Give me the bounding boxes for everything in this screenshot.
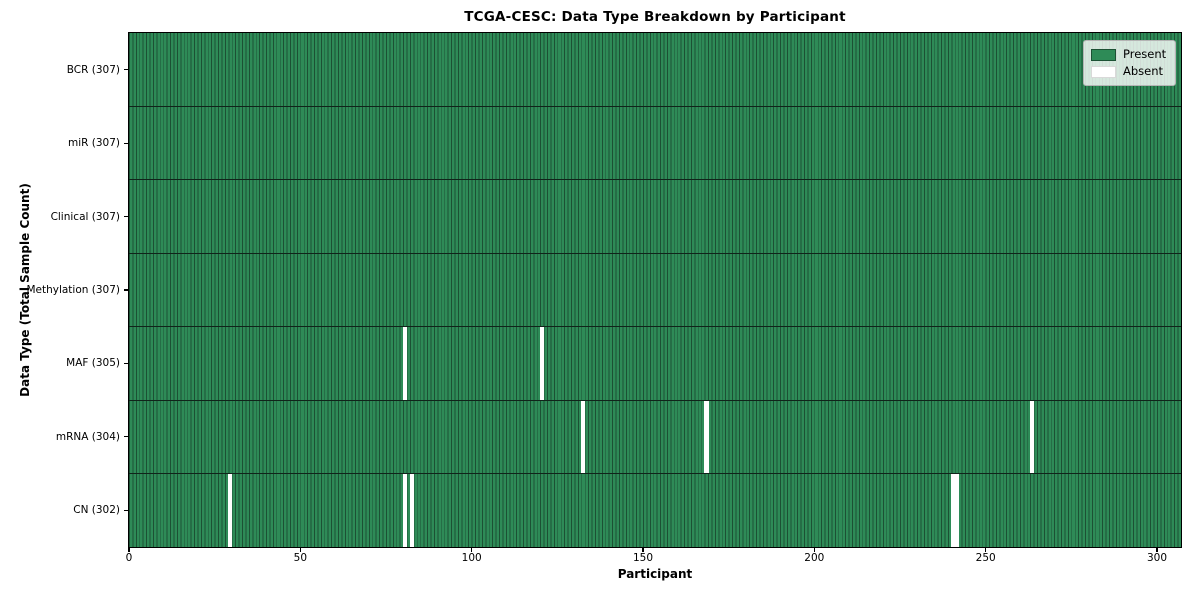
xtick-mark: [471, 547, 473, 552]
plot-area: [128, 32, 1182, 548]
absent-cell-CN-82: [409, 473, 414, 547]
ytick-label-Methylation: Methylation (307): [26, 284, 120, 296]
xtick-label-100: 100: [461, 552, 482, 564]
absent-cell-MAF-80: [402, 326, 407, 401]
ytick-mark: [124, 215, 129, 218]
xtick-mark: [813, 547, 815, 552]
absent-swatch: [1091, 65, 1116, 78]
xtick-mark: [128, 547, 130, 552]
ytick-mark: [124, 289, 129, 291]
ytick-label-Clinical: Clinical (307): [50, 210, 120, 223]
xtick-label-150: 150: [632, 552, 654, 564]
present-swatch: [1091, 48, 1116, 61]
legend-label-present: Present: [1123, 47, 1167, 61]
chart-title: TCGA-CESC: Data Type Breakdown by Partic…: [464, 9, 846, 25]
ytick-label-MAF: MAF (305): [66, 357, 120, 370]
xtick-label-50: 50: [293, 552, 308, 564]
xtick-label-250: 250: [975, 552, 996, 564]
row-separator: [129, 472, 1181, 475]
xtick-mark: [642, 547, 644, 552]
row-separator: [129, 399, 1181, 401]
ytick-mark: [124, 509, 129, 511]
plot-border: [128, 32, 1182, 548]
legend-entry-present: Present: [1091, 46, 1168, 63]
legend-label-absent: Absent: [1123, 64, 1164, 78]
ytick-label-miR: miR (307): [67, 137, 120, 150]
absent-cell-mRNA-263: [1029, 400, 1035, 474]
ytick-label-CN: CN (302): [73, 504, 120, 517]
absent-cell-MAF-120: [539, 326, 545, 401]
ytick-label-mRNA: mRNA (304): [55, 430, 120, 443]
legend-entry-absent: Absent: [1091, 63, 1168, 80]
absent-cell-CN-29: [227, 473, 233, 547]
x-axis-label: Participant: [617, 567, 693, 581]
xtick-label-0: 0: [125, 552, 133, 564]
ytick-mark: [124, 436, 129, 438]
legend: Present Absent: [1083, 40, 1176, 86]
row-separator: [129, 179, 1181, 181]
row-separator: [129, 105, 1181, 108]
xtick-label-200: 200: [804, 552, 825, 564]
ytick-mark: [124, 362, 129, 365]
row-separator: [129, 252, 1181, 254]
xtick-label-300: 300: [1146, 552, 1168, 564]
absent-cell-CN-80: [402, 473, 407, 547]
ytick-label-BCR: BCR (307): [66, 63, 120, 76]
row-separator: [129, 326, 1181, 328]
absent-cell-CN-241: [954, 473, 959, 547]
xtick-mark: [1156, 547, 1158, 552]
xtick-mark: [299, 547, 301, 552]
absent-cell-mRNA-168: [704, 400, 709, 474]
absent-cell-CN-240: [950, 473, 956, 547]
ytick-mark: [124, 142, 129, 144]
absent-cell-mRNA-132: [580, 400, 586, 474]
ytick-mark: [124, 69, 129, 71]
xtick-mark: [985, 547, 987, 552]
